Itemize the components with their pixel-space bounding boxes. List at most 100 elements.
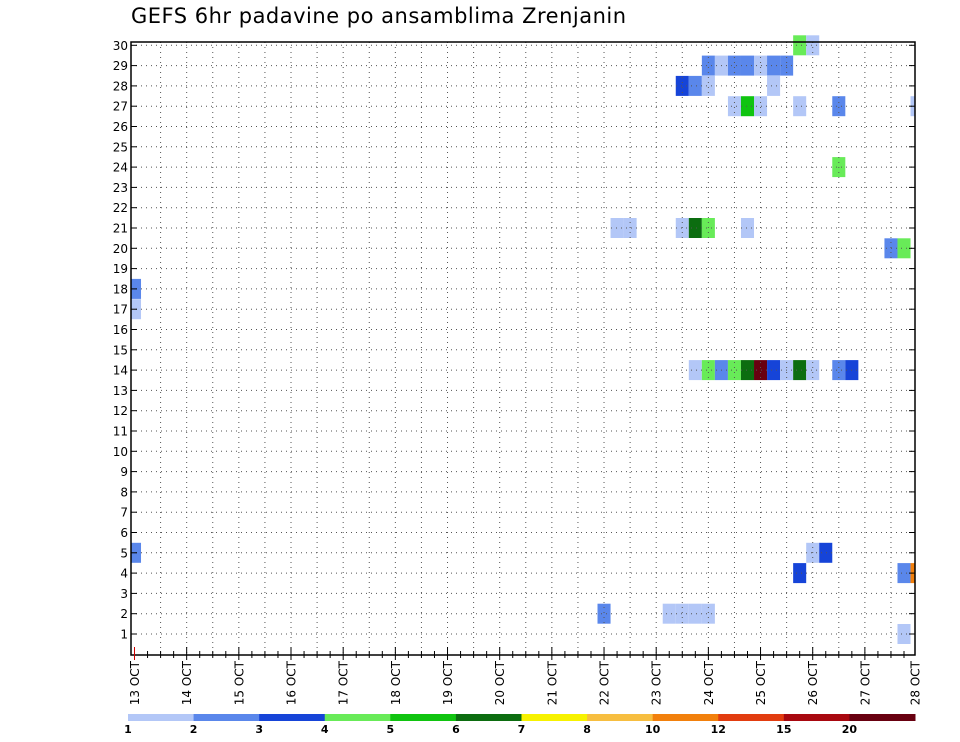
- legend-label: 4: [321, 723, 329, 736]
- y-tick-label: 11: [113, 425, 128, 439]
- legend-label: 20: [842, 723, 858, 736]
- y-tick-label: 30: [113, 39, 128, 53]
- x-tick-label: 22 OCT: [598, 660, 612, 705]
- y-tick-label: 29: [113, 59, 128, 73]
- y-tick-label: 12: [113, 404, 128, 418]
- legend-swatch: [390, 714, 457, 721]
- x-tick-label: 14 OCT: [180, 660, 194, 705]
- legend-label: 5: [387, 723, 395, 736]
- y-tick-label: 9: [120, 465, 128, 479]
- heatmap-cell: [688, 360, 702, 381]
- chart-title: GEFS 6hr padavine po ansamblima Zrenjani…: [131, 4, 627, 28]
- legend-swatch: [718, 714, 785, 721]
- legend-swatch: [849, 714, 916, 721]
- legend-label: 3: [255, 723, 263, 736]
- heatmap-cell: [727, 55, 741, 76]
- heatmap-cell: [793, 35, 807, 56]
- x-tick-label: 19 OCT: [441, 660, 455, 705]
- legend-label: 7: [518, 723, 526, 736]
- y-tick-label: 15: [113, 343, 128, 357]
- grid-layer: [131, 42, 915, 655]
- legend-swatch: [783, 714, 850, 721]
- heatmap-cell: [701, 603, 715, 624]
- heatmap-cell: [897, 624, 911, 644]
- plot-frame: [130, 41, 916, 656]
- heatmap-cell: [897, 238, 911, 259]
- y-tick-label: 28: [113, 79, 128, 93]
- heatmap-cell: [662, 603, 676, 624]
- y-tick-label: 8: [120, 485, 128, 499]
- heatmap-cell: [806, 360, 820, 381]
- heatmap-cell: [740, 218, 755, 238]
- y-tick-label: 5: [120, 546, 128, 560]
- legend-label: 2: [190, 723, 198, 736]
- heatmap-cell: [701, 360, 715, 381]
- x-tick-label: 26 OCT: [806, 660, 820, 705]
- y-tick-label: 20: [113, 242, 128, 256]
- legend: 1 2 3 4 5 6 7 8 10 12 15 20: [124, 714, 916, 736]
- heatmap-cell: [767, 55, 781, 76]
- legend-label: 15: [776, 723, 791, 736]
- heatmap-cell: [884, 238, 898, 259]
- legend-swatch: [259, 714, 326, 721]
- heatmap-cell: [793, 96, 807, 117]
- x-tick-label: 21 OCT: [545, 660, 559, 705]
- heatmap-cell: [675, 603, 689, 624]
- y-tick-label: 16: [113, 323, 128, 337]
- x-tick-label: 20 OCT: [493, 660, 507, 705]
- legend-swatch: [455, 714, 522, 721]
- legend-label: 12: [711, 723, 726, 736]
- legend-label: 1: [124, 723, 132, 736]
- y-tick-label: 14: [113, 364, 128, 378]
- legend-swatch: [587, 714, 654, 721]
- x-tick-label: 13 OCT: [128, 660, 142, 705]
- y-tick-label: 22: [113, 201, 128, 215]
- heatmap-cell: [675, 75, 689, 96]
- legend-swatch: [521, 714, 588, 721]
- y-tick-label: 26: [113, 120, 128, 134]
- cells-layer: [131, 35, 915, 644]
- heatmap-cell: [897, 563, 911, 584]
- heatmap-cell: [727, 360, 741, 381]
- y-tick-label: 23: [113, 181, 128, 195]
- heatmap-cell: [767, 360, 781, 381]
- heatmap-cell: [832, 96, 846, 117]
- y-tick-label: 24: [113, 161, 128, 175]
- heatmap-cell: [740, 55, 755, 76]
- legend-swatch: [193, 714, 260, 721]
- y-tick-label: 18: [113, 282, 128, 296]
- x-tick-label: 17 OCT: [337, 660, 351, 705]
- y-tick-label: 21: [113, 222, 128, 236]
- legend-label: 10: [645, 723, 661, 736]
- heatmap-cell: [610, 218, 624, 238]
- heatmap-cell: [754, 55, 768, 76]
- heatmap-cell: [767, 75, 781, 96]
- legend-label: 8: [583, 723, 591, 736]
- y-tick-label: 4: [120, 567, 128, 581]
- heatmap-cell: [740, 96, 755, 117]
- legend-label: 6: [452, 723, 460, 736]
- x-tick-label: 16 OCT: [285, 660, 299, 705]
- y-tick-label: 13: [113, 384, 128, 398]
- heatmap-cell: [754, 96, 768, 117]
- heatmap-cell: [701, 55, 715, 76]
- legend-swatch: [652, 714, 719, 721]
- legend-swatch: [128, 714, 195, 721]
- heatmap-cell: [688, 218, 702, 238]
- y-tick-label: 2: [120, 607, 128, 621]
- x-tick-label: 27 OCT: [858, 660, 872, 705]
- y-tick-label: 6: [120, 526, 128, 540]
- x-tick-label: 28 OCT: [909, 660, 923, 705]
- y-tick-label: 17: [113, 303, 128, 317]
- y-tick-label: 3: [120, 587, 128, 601]
- heatmap-cell: [806, 35, 820, 56]
- y-axis: 1234567891011121314151617181920212223242…: [113, 39, 915, 642]
- y-tick-label: 19: [113, 262, 128, 276]
- x-tick-label: 18 OCT: [389, 660, 403, 705]
- heatmap-cell: [793, 563, 807, 584]
- heatmap-cell: [793, 360, 807, 381]
- heatmap-cell: [740, 360, 755, 381]
- y-tick-label: 7: [120, 506, 128, 520]
- heatmap-cell: [597, 603, 611, 624]
